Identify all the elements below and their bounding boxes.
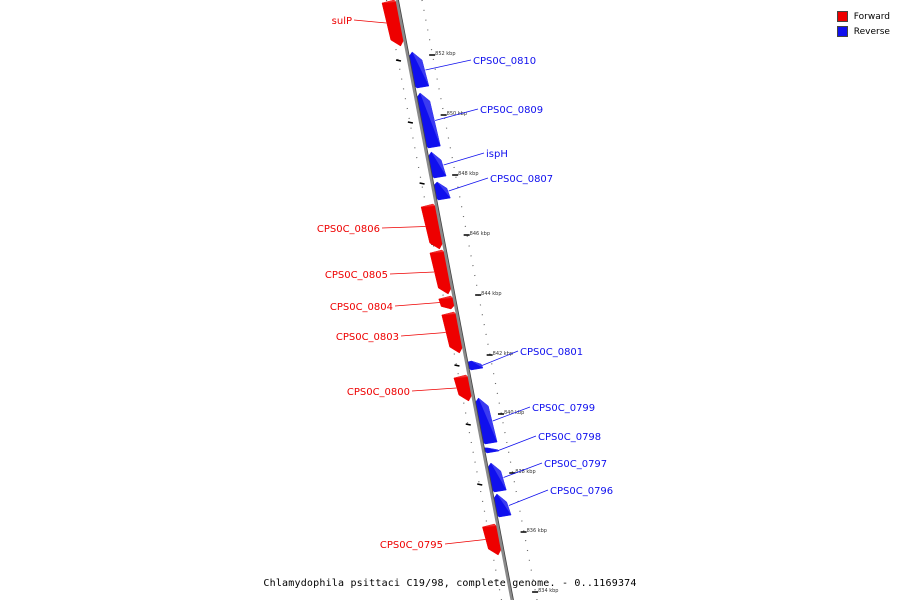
gene-label: CPS0C_0804 bbox=[330, 302, 393, 313]
gene-label: CPS0C_0807 bbox=[490, 174, 553, 185]
scale-label: 846 kbp bbox=[470, 231, 490, 237]
gene-leader-line bbox=[425, 59, 472, 71]
gene-label: CPS0C_0806 bbox=[317, 224, 380, 235]
scale-label: 838 kbp bbox=[515, 469, 535, 475]
gene-leader-line bbox=[448, 177, 489, 192]
left-scale-tick bbox=[419, 182, 425, 185]
legend-item-reverse: Reverse bbox=[836, 24, 890, 39]
gene-label: CPS0C_0798 bbox=[538, 432, 601, 443]
genome-caption: Chlamydophila psittaci C19/98, complete … bbox=[263, 578, 637, 589]
gene-arrow-highlight bbox=[382, 0, 396, 3]
gene-arrow-highlight bbox=[437, 182, 451, 198]
gene-leader-line bbox=[381, 226, 426, 229]
gene-arrow-highlight bbox=[478, 398, 498, 442]
scale-label: 850 kbp bbox=[447, 111, 467, 117]
gene-arrow-highlight bbox=[490, 463, 507, 490]
gene-label: CPS0C_0800 bbox=[347, 387, 410, 398]
gene-arrow-highlight bbox=[412, 52, 429, 86]
gene-leader-line bbox=[353, 19, 387, 24]
gene-arrow-highlight bbox=[471, 361, 483, 368]
gene-arrow-highlight bbox=[488, 448, 499, 451]
gene-leader-line bbox=[434, 108, 479, 121]
gene-leader-line bbox=[498, 435, 537, 451]
gene-leader-line bbox=[400, 332, 446, 337]
legend: Forward Reverse bbox=[836, 9, 890, 39]
gene-leader-line bbox=[492, 406, 531, 422]
gene-label: CPS0C_0795 bbox=[380, 540, 443, 551]
gene-arrow-highlight bbox=[431, 152, 447, 176]
gene-label: CPS0C_0803 bbox=[336, 332, 399, 343]
gene-label: CPS0C_0797 bbox=[544, 459, 607, 470]
gene-arrow-highlight bbox=[421, 204, 436, 207]
genome-backbone bbox=[395, 0, 514, 600]
scale-label: 842 kbp bbox=[493, 351, 513, 357]
genome-backbone-shadow bbox=[398, 0, 514, 600]
scale-label: 836 kbp bbox=[527, 528, 547, 534]
gene-arrow-highlight bbox=[420, 93, 441, 146]
scale-label: 834 kbp bbox=[538, 588, 558, 594]
gene-arrow-highlight bbox=[482, 524, 497, 527]
gene-arrow-highlight bbox=[438, 296, 453, 299]
gene-leader-line bbox=[508, 489, 549, 506]
left-scale-tick bbox=[454, 364, 460, 367]
gene-label: CPS0C_0801 bbox=[520, 347, 583, 358]
gene-label: ispH bbox=[486, 149, 508, 160]
legend-label-reverse: Reverse bbox=[853, 26, 890, 37]
gene-leader-line bbox=[394, 302, 441, 307]
left-scale-tick bbox=[407, 121, 414, 124]
gene-label: sulP bbox=[332, 16, 352, 27]
gene-label: CPS0C_0809 bbox=[480, 105, 543, 116]
legend-item-forward: Forward bbox=[836, 9, 890, 24]
gene-arrow-highlight bbox=[453, 375, 468, 378]
left-scale-tick bbox=[465, 423, 471, 426]
gene-label: CPS0C_0805 bbox=[325, 270, 388, 281]
gene-label: CPS0C_0796 bbox=[550, 486, 613, 497]
gene-label: CPS0C_0799 bbox=[532, 403, 595, 414]
gene-arrow-highlight bbox=[496, 494, 512, 515]
gene-leader-line bbox=[443, 152, 485, 166]
scale-label: 852 kbp bbox=[435, 51, 455, 57]
scale-label: 848 kbp bbox=[458, 171, 478, 177]
gene-arrow-highlight bbox=[441, 312, 456, 315]
reverse-swatch bbox=[836, 26, 848, 37]
gene-leader-line bbox=[503, 462, 543, 478]
gene-arrow bbox=[483, 447, 500, 454]
left-scale-tick bbox=[477, 483, 483, 486]
gene-leader-line bbox=[389, 271, 435, 275]
gene-leader-line bbox=[411, 387, 457, 392]
left-scale-tick bbox=[395, 59, 402, 62]
scale-label: 844 kbp bbox=[481, 291, 501, 297]
gene-label: CPS0C_0810 bbox=[473, 56, 536, 67]
gene-leader-line bbox=[444, 539, 486, 545]
forward-swatch bbox=[836, 11, 848, 22]
gene-arrow-highlight bbox=[429, 250, 444, 253]
gene-leader-line bbox=[481, 350, 519, 366]
legend-label-forward: Forward bbox=[853, 11, 890, 22]
